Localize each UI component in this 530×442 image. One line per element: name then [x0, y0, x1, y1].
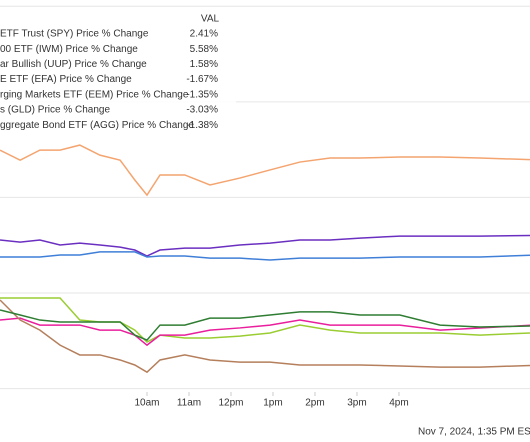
legend-value: -1.67% — [186, 74, 218, 85]
legend-label: ar Bullish (UUP) Price % Change — [0, 59, 147, 70]
x-tick-label: 1pm — [263, 398, 282, 409]
footer: Nov 7, 2024, 1:35 PM EST Po — [418, 427, 530, 438]
series-line — [0, 297, 530, 343]
legend-value: 5.58% — [190, 44, 218, 55]
x-tick-label: 11am — [177, 398, 201, 409]
lines — [0, 144, 530, 374]
series-line — [0, 309, 530, 342]
legend-value: -1.38% — [186, 120, 218, 131]
legend-label: s (GLD) Price % Change — [0, 105, 110, 116]
x-tick-label: 2pm — [305, 398, 324, 409]
legend-value: 2.41% — [190, 29, 218, 40]
legend: VAL ETF Trust (SPY) Price % Change 2.41% 0… — [0, 14, 220, 131]
series-line — [0, 234, 530, 257]
legend-label: rging Markets ETF (EEM) Price % Change — [0, 89, 189, 100]
series-line — [0, 251, 530, 261]
legend-value: -3.03% — [186, 105, 218, 116]
series-line — [0, 317, 530, 347]
x-tick-label: 10am — [134, 398, 159, 409]
legend-label: ggregate Bond ETF (AGG) Price % Change — [0, 120, 194, 131]
legend-box — [0, 9, 236, 137]
legend-label: 00 ETF (IWM) Price % Change — [0, 44, 138, 55]
legend-label: E ETF (EFA) Price % Change — [0, 74, 132, 85]
legend-value: -1.35% — [186, 89, 218, 100]
legend-header: VAL — [201, 14, 220, 25]
series-line — [0, 299, 530, 374]
legend-value: 1.58% — [190, 59, 218, 70]
x-tick-label: 12pm — [218, 398, 243, 409]
x-tick-label: 3pm — [347, 398, 366, 409]
series-line — [0, 144, 530, 197]
legend-label: ETF Trust (SPY) Price % Change — [0, 29, 149, 40]
x-tick-label: 4pm — [389, 398, 408, 409]
